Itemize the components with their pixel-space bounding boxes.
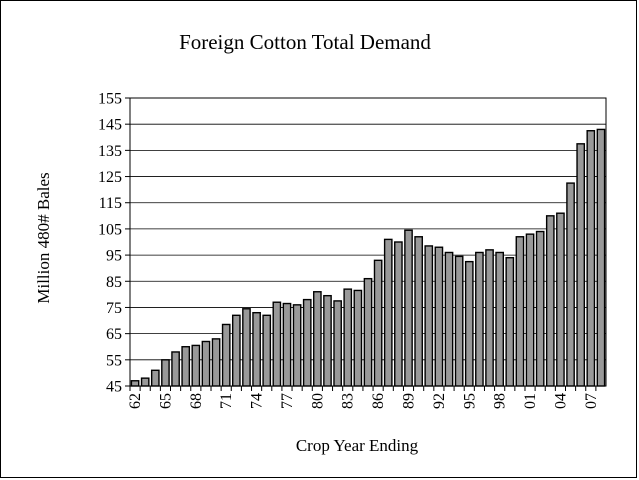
- bar-83: [344, 289, 351, 386]
- bar-07: [587, 131, 594, 386]
- bar-90: [415, 237, 422, 386]
- bar-05: [567, 183, 574, 386]
- y-tick-label: 85: [106, 274, 122, 291]
- bar-91: [425, 246, 432, 386]
- y-tick-label: 155: [98, 91, 122, 108]
- bar-67: [182, 347, 189, 386]
- bar-63: [142, 378, 149, 386]
- bar-88: [395, 242, 402, 386]
- bar-00: [516, 237, 523, 386]
- x-tick-label: 83: [340, 393, 357, 409]
- x-tick-label: 80: [309, 393, 326, 409]
- bar-82: [334, 301, 341, 386]
- bar-93: [445, 252, 452, 386]
- x-tick-label: 01: [522, 393, 539, 409]
- bar-81: [324, 296, 331, 386]
- x-tick-label: 86: [370, 393, 387, 409]
- bar-87: [385, 239, 392, 386]
- y-tick-label: 75: [106, 300, 122, 317]
- bar-02: [537, 232, 544, 386]
- bar-96: [476, 252, 483, 386]
- x-tick-label: 07: [583, 393, 600, 409]
- bar-69: [202, 341, 209, 386]
- bar-85: [364, 279, 371, 386]
- bar-92: [435, 247, 442, 386]
- y-tick-label: 135: [98, 143, 122, 160]
- bar-64: [152, 370, 159, 386]
- x-tick-label: 65: [157, 393, 174, 409]
- y-axis-label: Million 480# Bales: [34, 172, 53, 303]
- x-tick-label: 74: [249, 393, 266, 409]
- bar-75: [263, 315, 270, 386]
- bar-84: [354, 290, 361, 386]
- y-tick-label: 55: [106, 352, 122, 369]
- x-axis-label: Crop Year Ending: [296, 436, 419, 455]
- bars: [131, 129, 604, 386]
- bar-99: [506, 258, 513, 386]
- bar-01: [526, 234, 533, 386]
- x-tick-label: 62: [127, 393, 144, 409]
- x-tick-label: 04: [552, 393, 569, 409]
- y-tick-label: 145: [98, 117, 122, 134]
- x-tick-label: 68: [188, 393, 205, 409]
- bar-03: [547, 216, 554, 386]
- bar-08: [597, 129, 604, 386]
- y-tick-label: 45: [106, 379, 122, 396]
- bar-66: [172, 352, 179, 386]
- bar-74: [253, 313, 260, 386]
- bar-89: [405, 230, 412, 386]
- x-tick-label: 89: [401, 393, 418, 409]
- bar-72: [233, 315, 240, 386]
- bar-95: [466, 262, 473, 386]
- x-tick-label: 77: [279, 393, 296, 409]
- bar-94: [456, 256, 463, 386]
- bar-04: [557, 213, 564, 386]
- bar-70: [212, 339, 219, 386]
- bar-71: [223, 324, 230, 386]
- bar-78: [293, 305, 300, 386]
- bar-86: [374, 260, 381, 386]
- bar-65: [162, 360, 169, 386]
- x-tick-label: 92: [431, 393, 448, 409]
- bar-62: [131, 381, 138, 386]
- bar-80: [314, 292, 321, 386]
- chart-title: Foreign Cotton Total Demand: [179, 30, 431, 54]
- x-tick-label: 95: [461, 393, 478, 409]
- y-tick-label: 115: [99, 195, 122, 212]
- bar-97: [486, 250, 493, 386]
- bar-76: [273, 302, 280, 386]
- x-tick-label: 71: [218, 393, 235, 409]
- bar-68: [192, 345, 199, 386]
- bar-06: [577, 144, 584, 386]
- bar-98: [496, 252, 503, 386]
- y-tick-label: 95: [106, 248, 122, 265]
- bar-77: [283, 304, 290, 386]
- x-tick-labels: 62 65 68 71 74 77 80 83 86 89 92 95 98 01 04 07: [127, 386, 600, 409]
- bar-79: [304, 300, 311, 386]
- y-tick-label: 65: [106, 326, 122, 343]
- y-tick-labels: 45 55 65 75 85 95 105 115 125 135 145 155: [98, 91, 130, 396]
- y-tick-label: 105: [98, 221, 122, 238]
- y-tick-label: 125: [98, 169, 122, 186]
- x-tick-label: 98: [492, 393, 509, 409]
- bar-73: [243, 309, 250, 386]
